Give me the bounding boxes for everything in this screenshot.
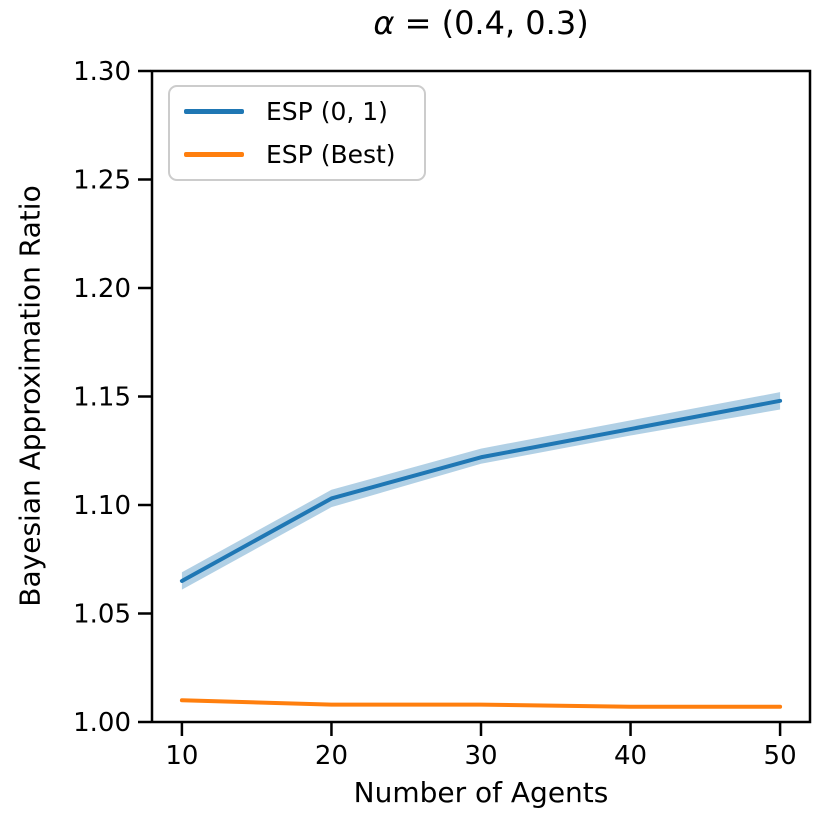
legend-swatch <box>184 109 244 114</box>
series-band-esp-0-1 <box>181 392 781 590</box>
legend-swatch <box>184 152 244 157</box>
axes-frame <box>150 69 812 724</box>
y-tick-label: 1.10 <box>73 491 131 521</box>
y-axis-label: Bayesian Approximation Ratio <box>13 185 47 607</box>
legend-item: ESP (0, 1) <box>184 90 410 133</box>
x-tick-label: 40 <box>614 741 647 771</box>
legend-item: ESP (Best) <box>184 133 410 176</box>
series-line-esp-best <box>179 698 783 709</box>
y-tick-label: 1.25 <box>73 166 131 196</box>
y-tick-label: 1.20 <box>73 274 131 304</box>
legend: ESP (0, 1) ESP (Best) <box>168 85 426 181</box>
chart-title-text: = (0.4, 0.3) <box>394 4 589 42</box>
y-tick-label: 1.30 <box>73 57 131 87</box>
series-line-esp-0-1 <box>179 398 783 583</box>
chart-title: α = (0.4, 0.3) <box>152 4 810 42</box>
x-tick-label: 50 <box>764 741 797 771</box>
x-axis-label: Number of Agents <box>353 776 609 809</box>
x-tick-label: 10 <box>165 741 198 771</box>
y-tick-label: 1.15 <box>73 383 131 413</box>
legend-label: ESP (Best) <box>266 140 396 169</box>
y-tick-label: 1.00 <box>73 708 131 738</box>
y-tick-label: 1.05 <box>73 600 131 630</box>
x-tick-label: 20 <box>315 741 348 771</box>
x-tick-label: 30 <box>464 741 497 771</box>
legend-label: ESP (0, 1) <box>266 97 388 126</box>
alpha-symbol: α <box>373 4 395 42</box>
